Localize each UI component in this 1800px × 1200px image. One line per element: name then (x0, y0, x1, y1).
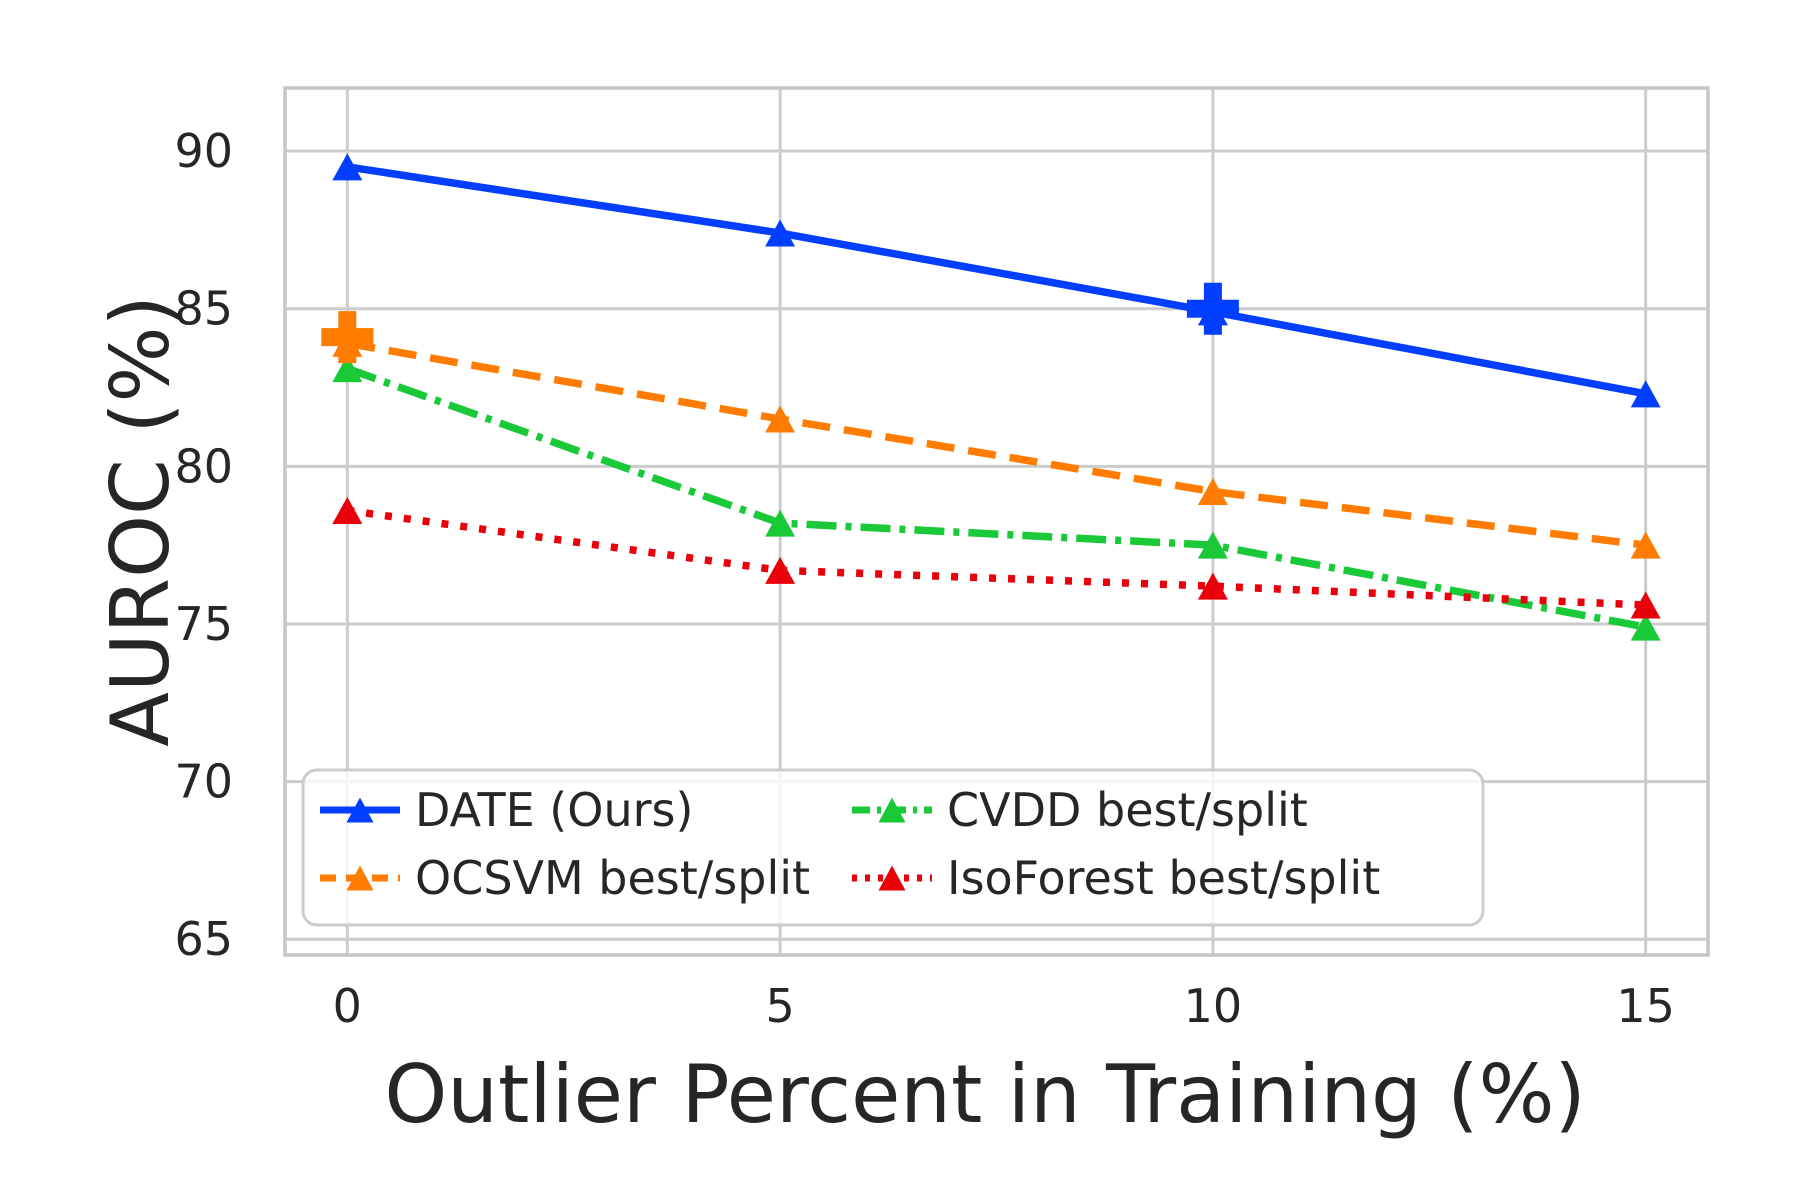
legend-item-isoforest-best-split: IsoForest best/split (852, 851, 1380, 905)
tick-labels: 65 70 75 80 85 90 0 5 10 15 (174, 124, 1674, 1033)
axes-spines (283, 86, 1710, 957)
y-tick-label-90: 90 (174, 124, 233, 178)
triangle-marker (1630, 531, 1661, 559)
x-axis-label: Outlier Percent in Training (%) (384, 1048, 1585, 1141)
legend-triangle-marker (346, 865, 374, 891)
plus-marker (321, 311, 374, 364)
legend-label: OCSVM best/split (415, 851, 810, 905)
x-tick-label-15: 15 (1616, 979, 1675, 1033)
x-tick-label-10: 10 (1184, 979, 1243, 1033)
legend-triangle-marker (346, 797, 374, 823)
legend-box (301, 768, 1485, 927)
legend-item-cvdd-best-split: CVDD best/split (852, 783, 1308, 837)
series-line (346, 506, 1646, 609)
series-date-ours- (332, 153, 1661, 408)
data-series (321, 153, 1661, 641)
series-line (346, 163, 1647, 398)
triangle-marker (1630, 380, 1661, 408)
triangle-marker (1197, 531, 1228, 559)
x-tick-label-0: 0 (333, 979, 362, 1033)
plot-border (283, 86, 1710, 957)
legend-label: IsoForest best/split (947, 851, 1380, 905)
plus-marker (1186, 282, 1239, 335)
legend-label: DATE (Ours) (415, 783, 693, 837)
series-line (346, 339, 1647, 549)
triangle-marker (1197, 478, 1228, 506)
triangle-marker (332, 355, 363, 383)
legend-item-ocsvm-best-split: OCSVM best/split (320, 851, 810, 905)
triangle-marker (765, 556, 796, 584)
legend-triangle-marker (878, 797, 906, 823)
series-ocsvm-best-split (332, 329, 1661, 559)
y-tick-label-65: 65 (174, 912, 233, 966)
triangle-marker (332, 496, 363, 524)
legend-label: CVDD best/split (947, 783, 1308, 837)
series-line (346, 365, 1647, 631)
y-axis-label: AUROC (%) (94, 295, 187, 747)
y-tick-label-70: 70 (174, 755, 233, 809)
triangle-marker (765, 219, 796, 247)
legend-triangle-marker (878, 865, 906, 891)
legend-item-date-ours-: DATE (Ours) (320, 783, 693, 837)
series-isoforest-best-split (332, 496, 1661, 619)
x-tick-label-5: 5 (765, 979, 794, 1033)
triangle-marker (332, 153, 363, 181)
legend: DATE (Ours) OCSVM best/split CVDD best/spl… (301, 768, 1485, 927)
y-tick-label-80: 80 (174, 439, 233, 493)
series-cvdd-best-split (332, 355, 1661, 641)
triangle-marker (1630, 591, 1661, 619)
y-tick-label-75: 75 (174, 597, 233, 651)
triangle-marker (1630, 613, 1661, 641)
triangle-marker (765, 509, 796, 537)
triangle-marker (765, 405, 796, 433)
triangle-marker (1197, 572, 1228, 600)
y-tick-label-85: 85 (174, 282, 233, 336)
